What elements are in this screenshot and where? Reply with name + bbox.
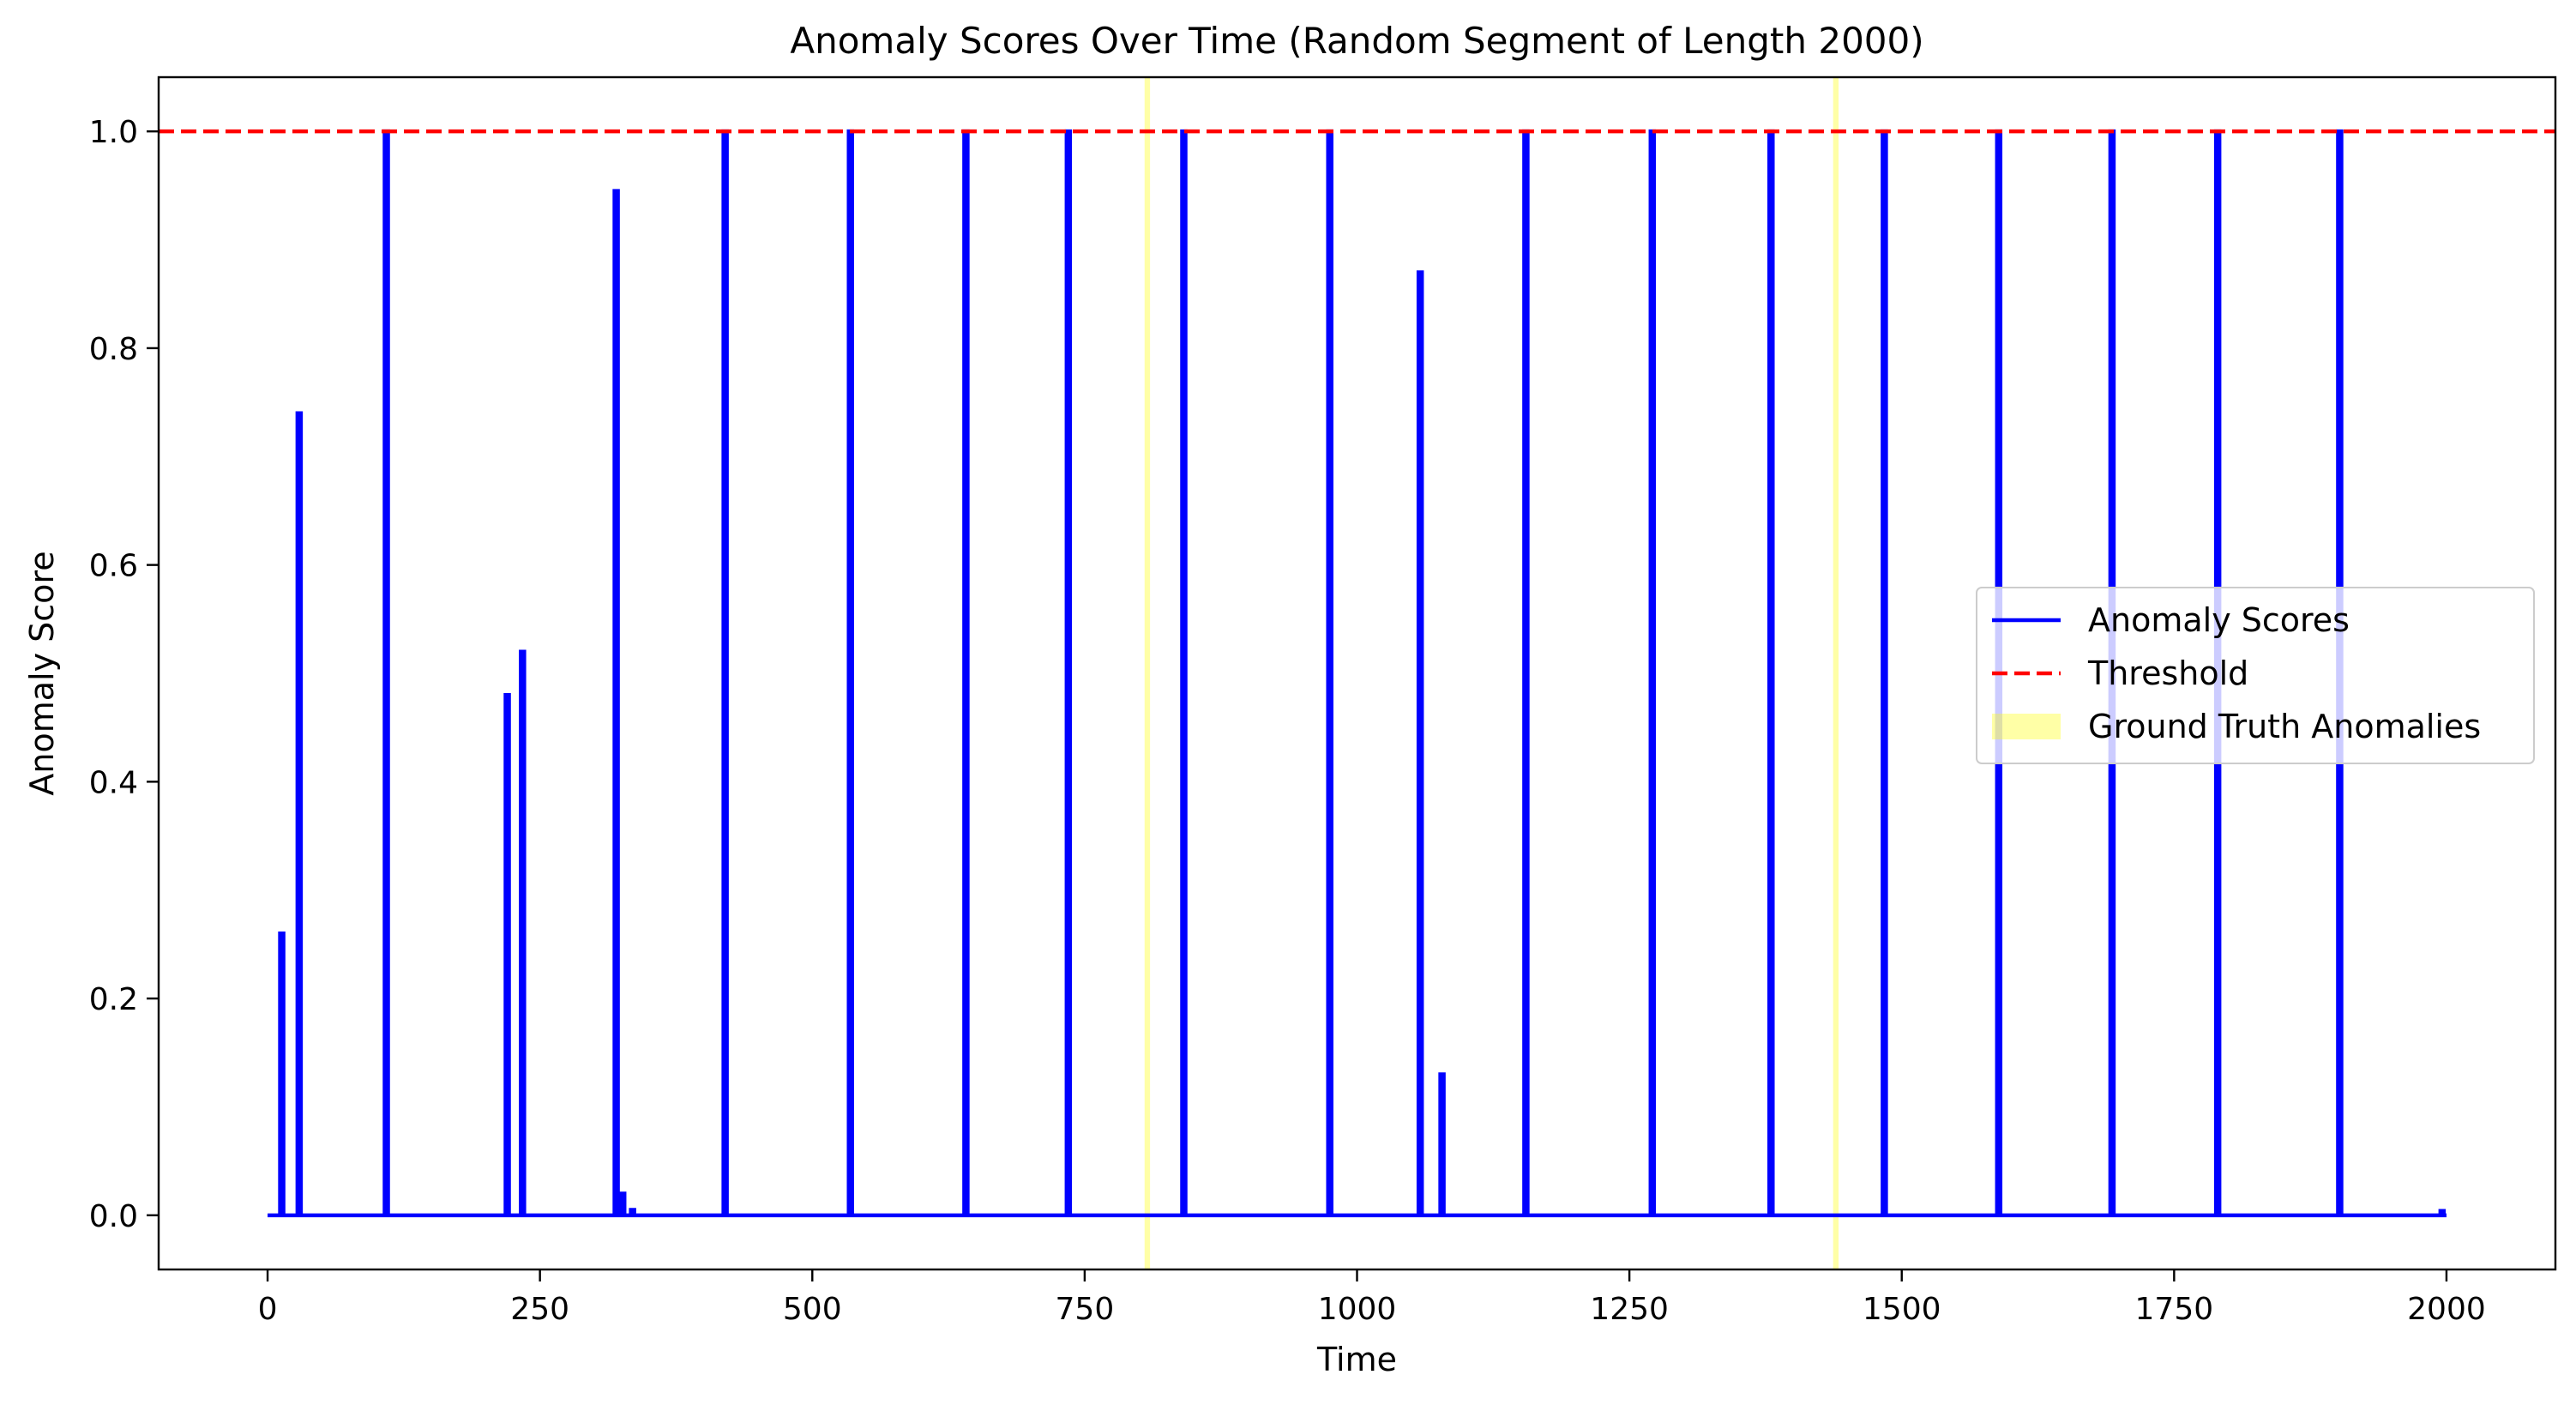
x-tick-label-8: 2000 bbox=[2407, 1292, 2486, 1327]
x-tick-label-0: 0 bbox=[258, 1292, 278, 1327]
y-tick-label-2: 0.4 bbox=[89, 765, 138, 800]
x-tick-label-6: 1500 bbox=[1863, 1292, 1941, 1327]
x-tick-label-3: 750 bbox=[1056, 1292, 1115, 1327]
y-tick-label-5: 1.0 bbox=[89, 115, 138, 150]
y-tick-label-4: 0.8 bbox=[89, 332, 138, 367]
y-axis-label: Anomaly Score bbox=[23, 551, 61, 795]
legend: Anomaly Scores Threshold Ground Truth An… bbox=[1976, 587, 2535, 764]
y-axis-ticks: 0.0 0.2 0.4 0.6 0.8 1.0 bbox=[89, 115, 159, 1234]
x-tick-label-7: 1750 bbox=[2135, 1292, 2214, 1327]
legend-label-ground-truth: Ground Truth Anomalies bbox=[2088, 708, 2481, 745]
ground-truth-spans bbox=[1144, 77, 1839, 1269]
x-tick-label-2: 500 bbox=[783, 1292, 842, 1327]
y-tick-label-3: 0.6 bbox=[89, 549, 138, 584]
ground-truth-span-1 bbox=[1833, 77, 1839, 1269]
y-tick-label-1: 0.2 bbox=[89, 982, 138, 1017]
chart-title: Anomaly Scores Over Time (Random Segment… bbox=[790, 20, 1923, 62]
x-tick-label-5: 1250 bbox=[1590, 1292, 1669, 1327]
legend-swatch-ground-truth bbox=[1992, 714, 2061, 739]
legend-box bbox=[1976, 587, 2535, 764]
x-axis-ticks: 0 250 500 750 1000 1250 1500 1750 2000 bbox=[258, 1269, 2486, 1327]
y-tick-label-0: 0.0 bbox=[89, 1199, 138, 1234]
legend-label-anomaly-scores: Anomaly Scores bbox=[2088, 601, 2350, 639]
x-tick-label-1: 250 bbox=[510, 1292, 569, 1327]
x-axis-label: Time bbox=[1316, 1341, 1397, 1378]
ground-truth-span-0 bbox=[1144, 77, 1151, 1269]
series-layer bbox=[159, 129, 2555, 1218]
legend-label-threshold: Threshold bbox=[2087, 654, 2248, 692]
x-tick-label-4: 1000 bbox=[1318, 1292, 1397, 1327]
